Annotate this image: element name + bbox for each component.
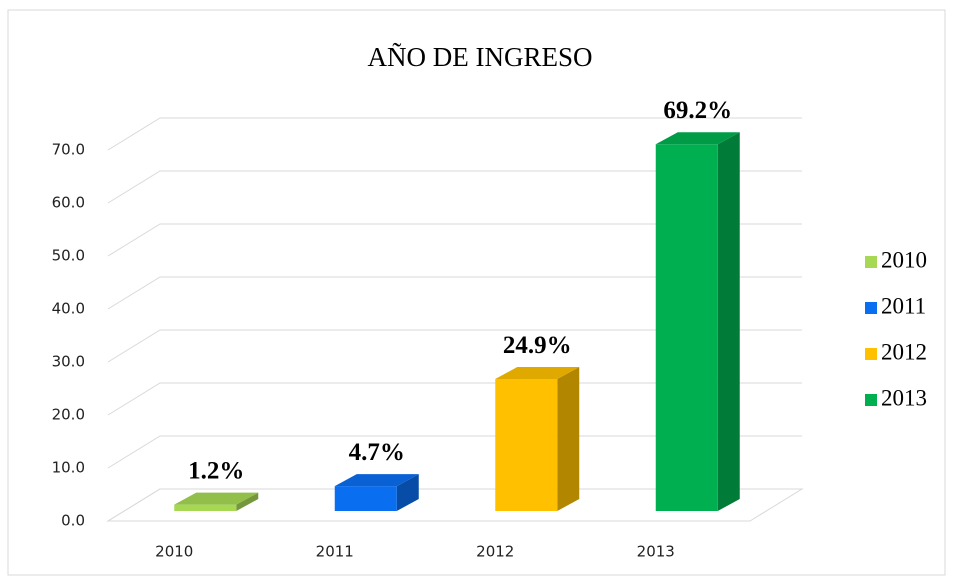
bar-front: [655, 144, 718, 512]
grid-line: [107, 117, 802, 151]
grid-line: [107, 170, 802, 204]
grid-line: [107, 435, 802, 469]
bar: [174, 492, 259, 511]
bar-front: [334, 486, 397, 511]
bar-front: [174, 504, 237, 511]
bar-top: [655, 132, 740, 145]
y-tick-label: 30.0: [52, 353, 85, 371]
bar-side: [396, 474, 419, 511]
legend-label: 2010: [881, 247, 927, 272]
y-tick-label: 50.0: [52, 247, 85, 265]
data-label: 24.9%: [503, 332, 572, 359]
bar-top: [174, 492, 259, 505]
y-tick-label: 10.0: [52, 459, 85, 477]
legend-swatch: [865, 302, 877, 314]
bar: [495, 367, 580, 511]
bar-front: [495, 379, 558, 511]
y-tick-label: 60.0: [52, 194, 85, 212]
grid-line: [107, 329, 802, 363]
legend-label: 2013: [881, 385, 927, 410]
x-tick-label: 2011: [316, 543, 354, 561]
bar-top: [334, 474, 419, 487]
legend-label: 2011: [881, 293, 926, 318]
legend-swatch: [865, 256, 877, 268]
legend-label: 2012: [881, 339, 927, 364]
grid-line: [107, 223, 802, 257]
bar: [334, 474, 419, 511]
bar-side: [717, 132, 740, 512]
bar-side: [236, 492, 259, 511]
grid-line: [107, 488, 802, 522]
y-tick-label: 40.0: [52, 300, 85, 318]
grid-line: [107, 382, 802, 416]
legend-swatch: [865, 394, 877, 406]
x-tick-label: 2012: [476, 543, 514, 561]
data-label: 69.2%: [663, 97, 732, 124]
legend-swatch: [865, 348, 877, 360]
x-tick-label: 2010: [155, 543, 193, 561]
y-tick-label: 0.0: [61, 512, 85, 530]
data-label: 1.2%: [188, 457, 244, 484]
bar-top: [495, 367, 580, 380]
bar: [655, 132, 740, 512]
y-tick-label: 70.0: [52, 141, 85, 159]
grid-line: [107, 276, 802, 310]
data-label: 4.7%: [349, 439, 405, 466]
bar-side: [557, 367, 580, 511]
chart-frame: [7, 9, 946, 576]
x-tick-label: 2013: [637, 543, 675, 561]
chart-title: AÑO DE INGRESO: [368, 42, 593, 72]
y-tick-label: 20.0: [52, 406, 85, 424]
